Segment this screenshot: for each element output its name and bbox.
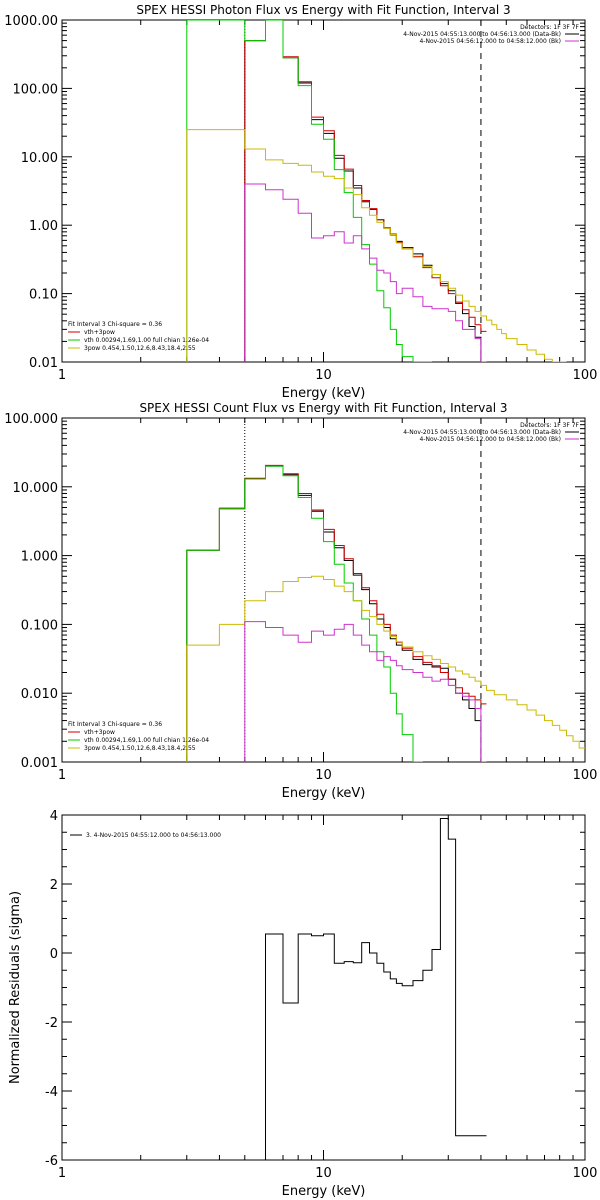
legend-entry: Fit Interval 3 Chi-square = 0.36 xyxy=(68,321,162,328)
y-tick-label: 1.000 xyxy=(21,550,58,565)
series-line-vth-3pow xyxy=(186,464,487,762)
chart-title: SPEX HESSI Photon Flux vs Energy with Fi… xyxy=(136,3,510,17)
legend-entry: 3pow 0.454,1.50,12.6,8.43,18.4,2.55 xyxy=(84,345,196,352)
legend-entry: Detectors: 1F 3F 7F xyxy=(520,24,579,31)
y-tick-label: 0.01 xyxy=(29,356,58,371)
series-group xyxy=(186,20,567,362)
panel-resid: 1 10 100 Energy (keV) -6 -4 -2 0 2 4 Normalized Re… xyxy=(8,809,597,1199)
x-tick-label: 100 xyxy=(573,1166,598,1181)
series-line-3pow xyxy=(186,129,567,362)
series-line-3pow xyxy=(186,575,585,762)
series-line-data-bk xyxy=(244,20,487,362)
series-group xyxy=(186,464,585,762)
y-tick-label: -6 xyxy=(45,1154,58,1169)
chart-title: SPEX HESSI Count Flux vs Energy with Fit… xyxy=(139,401,507,415)
plot-frame xyxy=(61,19,586,363)
y-tick-label: 0 xyxy=(50,947,58,962)
x-tick-label: 100 xyxy=(573,368,598,383)
x-tick-label: 1 xyxy=(58,768,66,783)
y-tick-label: 0.001 xyxy=(21,756,58,771)
x-axis-label: Energy (keV) xyxy=(282,386,366,401)
plot-frame xyxy=(61,814,586,1161)
legend-entry: vth 0.00294,1.69,1.00 full chian 1.26e-0… xyxy=(84,737,209,744)
x-tick-label: 10 xyxy=(315,1166,332,1181)
y-tick-label: 1.00 xyxy=(29,219,58,234)
legend-entry: 4-Nov-2015 04:55:13.000 to 04:56:13.000 … xyxy=(403,429,561,436)
y-tick-label: 2 xyxy=(50,878,58,893)
legend-entry: vth+3pow xyxy=(84,329,115,336)
series-line-data-bk xyxy=(186,465,487,762)
series-line-bk xyxy=(244,183,487,362)
legend-entry: 4-Nov-2015 04:56:12.000 to 04:58:12.000 … xyxy=(419,38,561,45)
legend-entry: 3pow 0.454,1.50,12.6,8.43,18.4,2.55 xyxy=(84,745,196,752)
panel-photon: SPEX HESSI Photon Flux vs Energy with Fi… xyxy=(4,3,597,401)
y-tick-label: 0.010 xyxy=(21,687,58,702)
y-tick-label: 10.000 xyxy=(13,481,59,496)
series-line-3-4-nov-2015-04-55-12-000-to-04-56-13-000 xyxy=(244,818,487,1160)
legend-entry: 4-Nov-2015 04:56:12.000 to 04:58:12.000 … xyxy=(419,436,561,443)
series-line-vth xyxy=(186,465,423,762)
series-group xyxy=(244,818,487,1160)
y-tick-label: 0.10 xyxy=(29,288,58,303)
y-tick-label: -2 xyxy=(45,1016,58,1031)
x-axis-label: Energy (keV) xyxy=(282,786,366,801)
y-tick-label: 100.00 xyxy=(13,82,59,97)
legend-entry: 3. 4-Nov-2015 04:55:12.000 to 04:56:13.0… xyxy=(86,832,221,839)
plot-frame xyxy=(61,417,586,763)
x-axis-label: Energy (keV) xyxy=(282,1184,366,1199)
x-tick-label: 100 xyxy=(573,768,598,783)
x-tick-label: 1 xyxy=(58,1166,66,1181)
y-tick-label: 0.100 xyxy=(21,618,58,633)
series-line-vth-3pow xyxy=(244,20,487,362)
y-tick-label: 4 xyxy=(50,809,58,824)
y-axis-label: Normalized Residuals (sigma) xyxy=(8,891,23,1084)
series-line-bk xyxy=(244,621,487,762)
y-tick-label: 1000.00 xyxy=(4,14,58,29)
x-tick-label: 1 xyxy=(58,368,66,383)
legend-entry: Detectors: 1F 3F 7F xyxy=(520,422,579,429)
x-tick-label: 10 xyxy=(315,768,332,783)
panel-count: SPEX HESSI Count Flux vs Energy with Fit… xyxy=(4,401,597,801)
legend-entry: vth 0.00294,1.69,1.00 full chian 1.26e-0… xyxy=(84,337,209,344)
legend-entry: 4-Nov-2015 04:55:13.000 to 04:56:13.000 … xyxy=(403,31,561,38)
y-tick-label: -4 xyxy=(45,1085,58,1100)
series-line-vth xyxy=(186,20,432,362)
legend-entry: Fit Interval 3 Chi-square = 0.36 xyxy=(68,721,162,728)
x-tick-label: 10 xyxy=(315,368,332,383)
y-tick-label: 100.000 xyxy=(4,412,58,427)
legend-entry: vth+3pow xyxy=(84,729,115,736)
y-tick-label: 10.00 xyxy=(21,151,58,166)
